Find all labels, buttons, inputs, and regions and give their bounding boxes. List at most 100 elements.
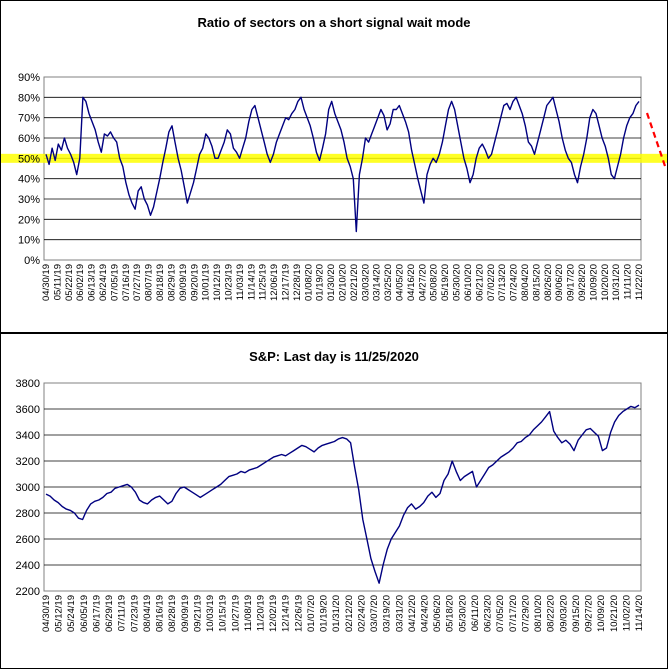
x-tick-label: 08/26/20 xyxy=(543,264,554,301)
x-tick-label: 08/04/20 xyxy=(520,264,531,301)
x-tick-label: 09/09/19 xyxy=(180,595,191,632)
y-tick-label: 40% xyxy=(18,174,40,186)
x-tick-label: 06/29/19 xyxy=(104,595,115,632)
ratio-y-ticks: 0% 10% 20% 30% 40% 50% 60% 70% 80% 90% xyxy=(18,72,40,267)
x-tick-label: 03/07/20 xyxy=(369,595,380,632)
x-tick-label: 05/08/20 xyxy=(429,264,440,301)
x-tick-label: 02/21/20 xyxy=(349,264,360,301)
x-tick-label: 04/12/20 xyxy=(407,595,418,632)
x-tick-label: 11/11/20 xyxy=(623,264,634,300)
x-tick-label: 03/31/20 xyxy=(394,595,405,632)
x-tick-label: 07/05/20 xyxy=(495,595,506,632)
sp500-x-ticks: 04/30/19 05/12/19 05/24/19 06/05/19 06/17/19… xyxy=(41,595,645,632)
x-tick-label: 06/11/20 xyxy=(470,595,481,631)
x-tick-label: 04/30/19 xyxy=(41,595,52,632)
x-tick-label: 05/30/20 xyxy=(457,595,468,632)
x-tick-label: 11/22/20 xyxy=(634,264,645,300)
x-tick-label: 09/17/20 xyxy=(566,264,577,301)
y-tick-label: 80% xyxy=(18,92,40,104)
x-tick-label: 07/02/20 xyxy=(486,264,497,301)
x-tick-label: 12/06/19 xyxy=(269,264,280,301)
ratio-gridlines xyxy=(44,96,641,241)
x-tick-label: 08/29/19 xyxy=(166,264,177,301)
x-tick-label: 02/12/20 xyxy=(344,595,355,632)
x-tick-label: 09/09/19 xyxy=(178,264,189,301)
sp500-gridlines xyxy=(44,408,641,566)
x-tick-label: 01/31/20 xyxy=(331,595,342,632)
x-tick-label: 10/09/20 xyxy=(588,264,599,301)
y-tick-label: 10% xyxy=(18,235,40,247)
x-tick-label: 03/03/20 xyxy=(360,264,371,301)
y-tick-label: 3600 xyxy=(16,404,40,416)
x-tick-label: 11/03/19 xyxy=(235,264,246,300)
ratio-chart: Ratio of sectors on a short signal wait … xyxy=(1,15,668,301)
x-tick-label: 12/26/19 xyxy=(293,595,304,632)
x-tick-label: 05/19/20 xyxy=(440,264,451,301)
x-tick-label: 01/19/20 xyxy=(315,264,326,301)
ratio-series-line xyxy=(45,96,640,233)
x-tick-label: 10/01/19 xyxy=(201,264,212,301)
x-tick-label: 05/30/20 xyxy=(452,264,463,301)
x-tick-label: 07/11/19 xyxy=(117,595,128,631)
x-tick-label: 10/31/20 xyxy=(611,264,622,301)
x-tick-label: 02/24/20 xyxy=(356,595,367,632)
x-tick-label: 03/19/20 xyxy=(382,595,393,632)
x-tick-label: 03/14/20 xyxy=(372,264,383,301)
x-tick-label: 04/27/20 xyxy=(417,264,428,301)
sp500-series-line xyxy=(45,404,640,584)
sp500-chart-panel: S&P: Last day is 11/25/2020 2200 2400 2600… xyxy=(0,333,668,669)
x-tick-label: 07/13/20 xyxy=(497,264,508,301)
x-tick-label: 09/21/19 xyxy=(192,595,203,632)
sp500-chart-title: S&P: Last day is 11/25/2020 xyxy=(249,349,419,364)
ratio-chart-title: Ratio of sectors on a short signal wait … xyxy=(197,15,470,30)
x-tick-label: 05/11/19 xyxy=(52,264,63,300)
x-tick-label: 08/16/19 xyxy=(155,595,166,632)
y-tick-label: 3000 xyxy=(16,482,40,494)
x-tick-label: 07/16/19 xyxy=(121,264,132,301)
x-tick-label: 12/02/19 xyxy=(268,595,279,632)
x-tick-label: 06/24/19 xyxy=(98,264,109,301)
x-tick-label: 01/08/20 xyxy=(303,264,314,301)
y-tick-label: 2400 xyxy=(16,560,40,572)
y-tick-label: 90% xyxy=(18,72,40,84)
sp500-chart: S&P: Last day is 11/25/2020 2200 2400 2600… xyxy=(16,349,645,632)
x-tick-label: 01/30/20 xyxy=(326,264,337,301)
x-tick-label: 05/06/20 xyxy=(432,595,443,632)
x-tick-label: 10/09/20 xyxy=(596,595,607,632)
x-tick-label: 01/07/20 xyxy=(306,595,317,632)
x-tick-label: 06/05/19 xyxy=(79,595,90,632)
x-tick-label: 05/12/19 xyxy=(54,595,65,632)
ratio-x-ticks: 04/30/19 05/11/19 05/22/19 06/02/19 06/13/19… xyxy=(41,264,645,301)
y-tick-label: 30% xyxy=(18,194,40,206)
fifty-percent-highlight-band xyxy=(1,153,667,163)
x-tick-label: 08/04/19 xyxy=(142,595,153,632)
x-tick-label: 10/12/19 xyxy=(212,264,223,301)
x-tick-label: 09/15/20 xyxy=(571,595,582,632)
x-tick-label: 07/27/19 xyxy=(132,264,143,301)
y-tick-label: 70% xyxy=(18,113,40,125)
x-tick-label: 11/25/19 xyxy=(258,264,269,300)
x-tick-label: 10/03/19 xyxy=(205,595,216,632)
sp500-y-ticks: 2200 2400 2600 2800 3000 3200 3400 3600 3800 xyxy=(16,378,40,598)
ratio-plot-frame xyxy=(43,76,642,261)
x-tick-label: 03/25/20 xyxy=(383,264,394,301)
x-tick-label: 05/18/20 xyxy=(445,595,456,632)
ratio-chart-panel: Ratio of sectors on a short signal wait … xyxy=(0,0,668,333)
x-tick-label: 12/17/19 xyxy=(280,264,291,301)
x-tick-label: 10/27/19 xyxy=(230,595,241,632)
y-tick-label: 60% xyxy=(18,133,40,145)
x-tick-label: 08/18/19 xyxy=(155,264,166,301)
x-tick-label: 06/23/20 xyxy=(483,595,494,632)
x-tick-label: 05/22/19 xyxy=(64,264,75,301)
x-tick-label: 08/07/19 xyxy=(144,264,155,301)
y-tick-label: 3800 xyxy=(16,378,40,390)
x-tick-label: 04/30/19 xyxy=(41,264,52,301)
x-tick-label: 07/17/20 xyxy=(508,595,519,632)
x-tick-label: 04/16/20 xyxy=(406,264,417,301)
y-tick-label: 2800 xyxy=(16,508,40,520)
x-tick-label: 09/28/20 xyxy=(577,264,588,301)
x-tick-label: 06/02/19 xyxy=(75,264,86,301)
y-tick-label: 0% xyxy=(24,255,40,267)
x-tick-label: 06/17/19 xyxy=(91,595,102,632)
x-tick-label: 06/21/20 xyxy=(474,264,485,301)
